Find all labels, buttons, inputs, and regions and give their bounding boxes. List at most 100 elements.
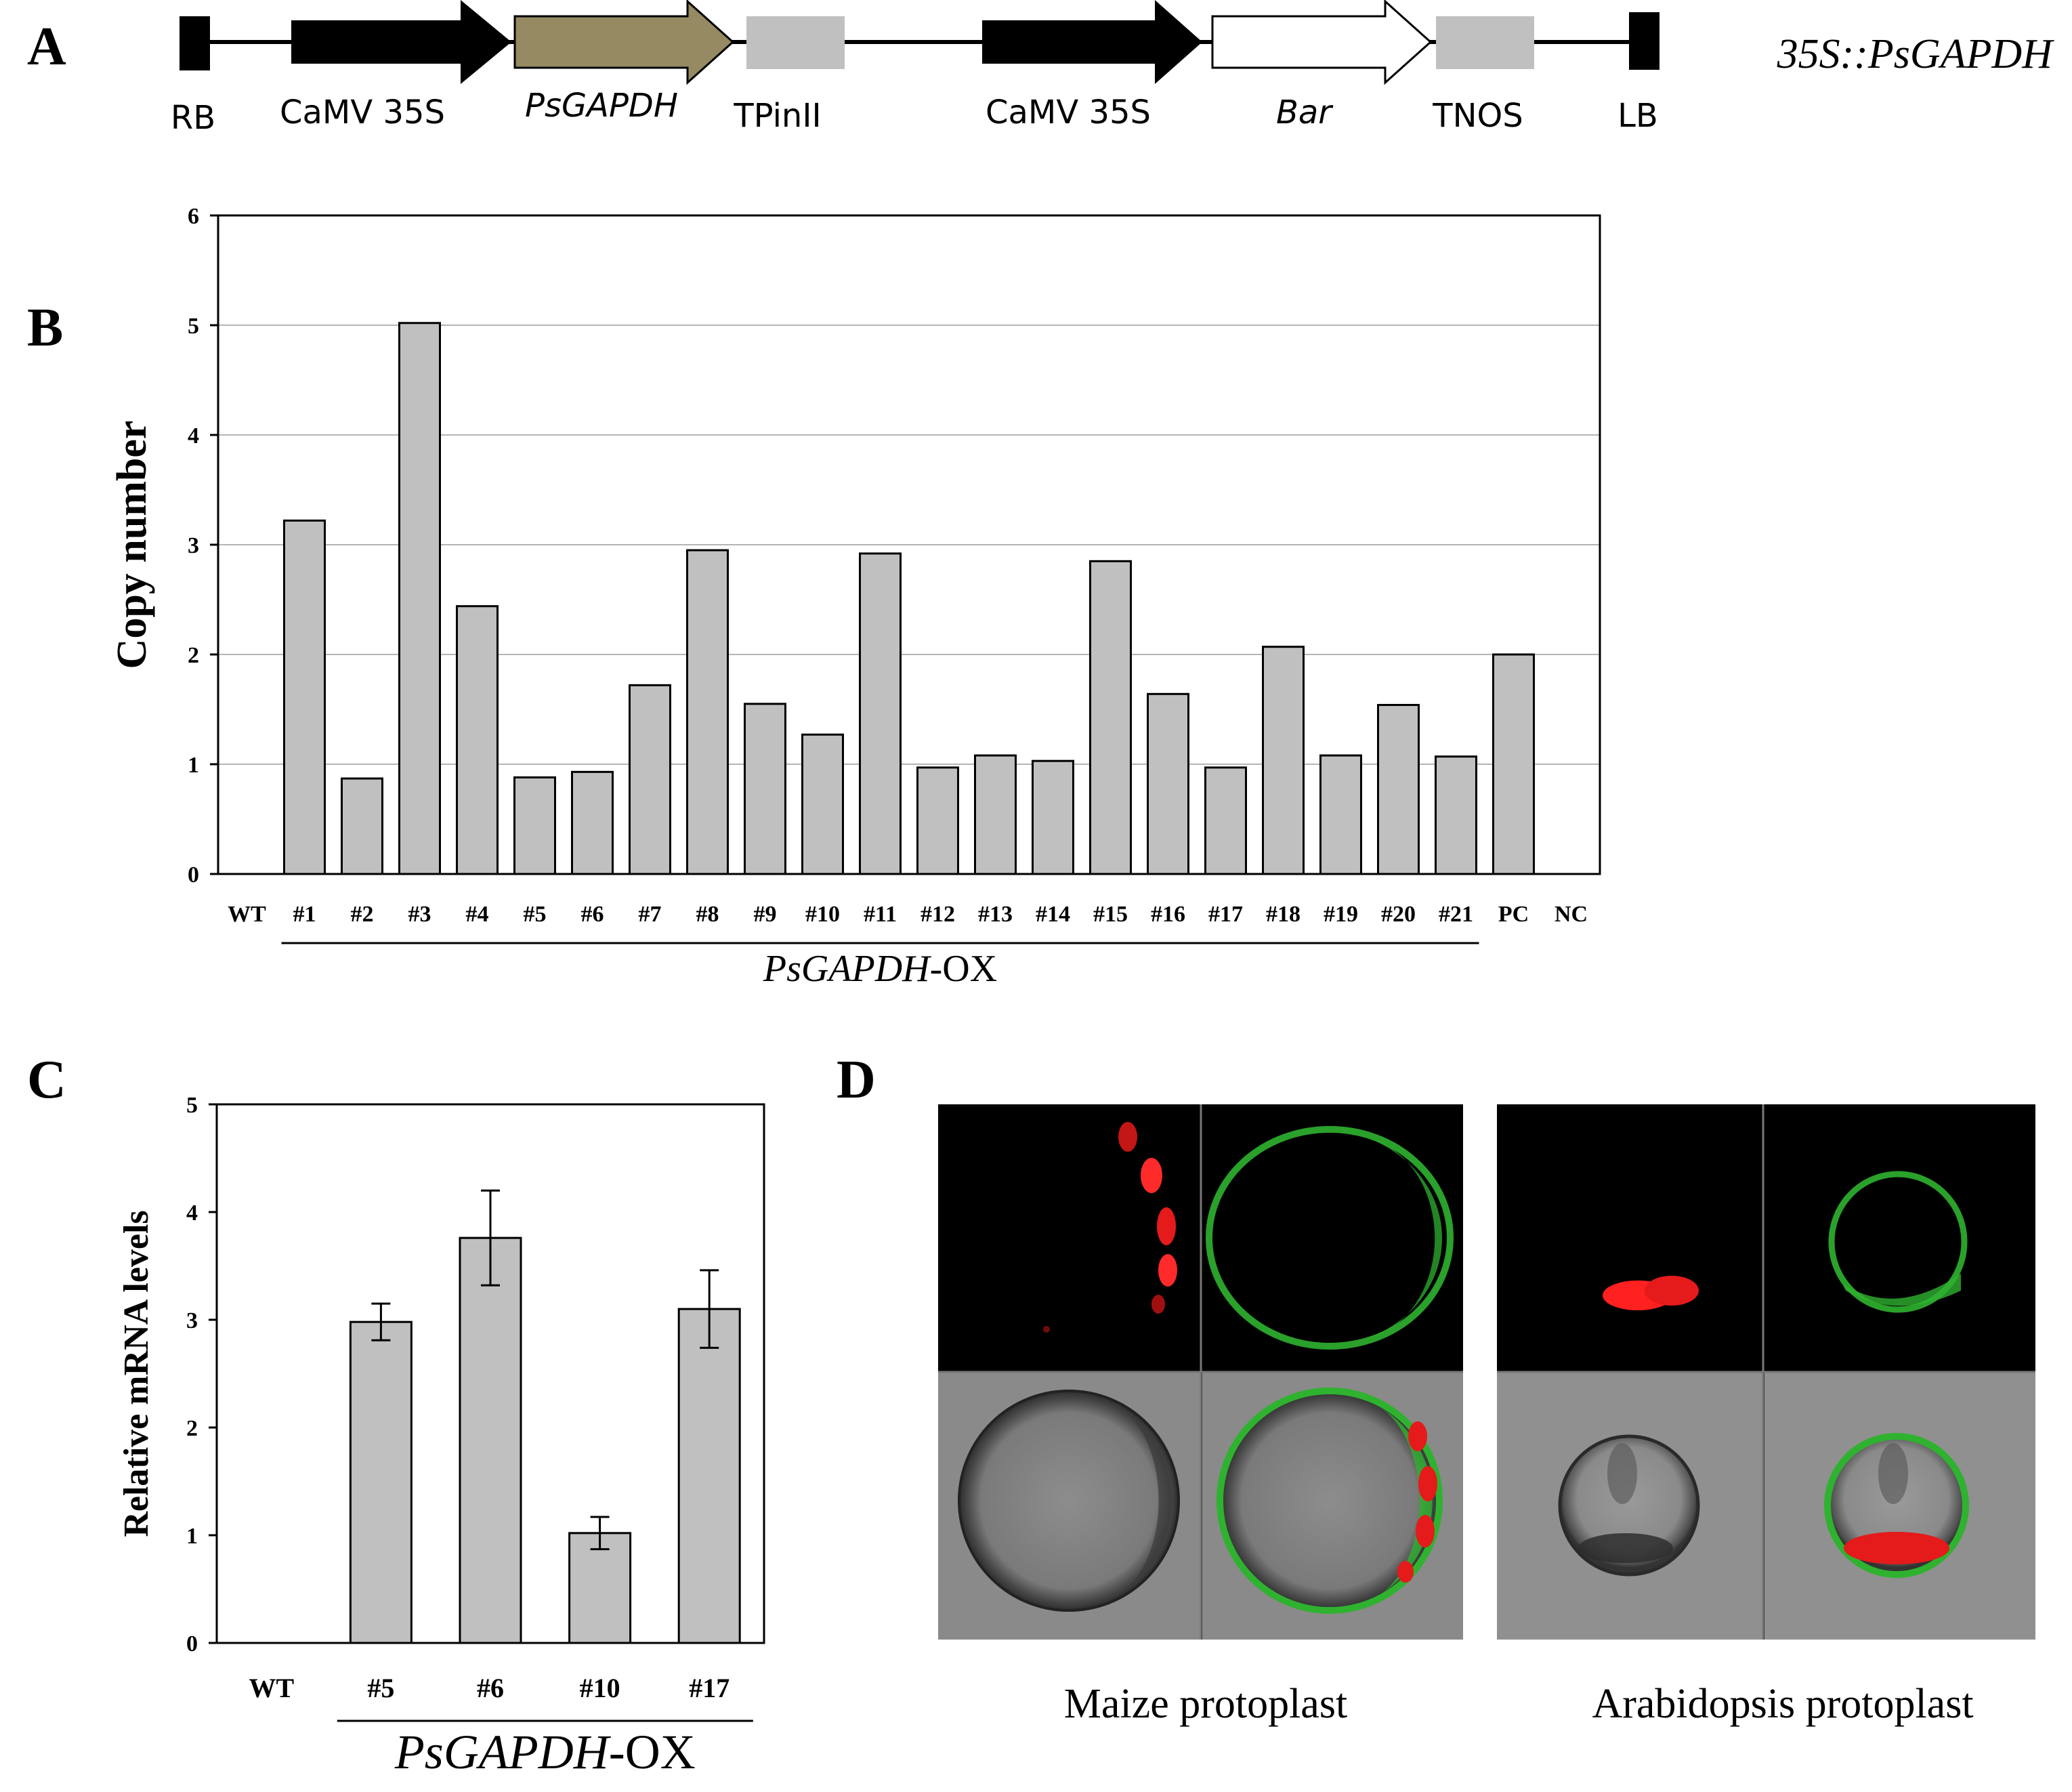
x-tick-label-n5: #5 — [367, 1673, 394, 1703]
bar-n14 — [1032, 759, 1074, 875]
bar-n5 — [513, 776, 556, 875]
x-tick-label-n16: #16 — [1151, 902, 1185, 927]
bar-n6 — [571, 770, 614, 875]
panel-label-a: A — [27, 17, 66, 77]
arabidopsis-red-channel-image — [1603, 1276, 1699, 1310]
y-tick-label: 5 — [188, 314, 199, 339]
x-tick-label-n1: #1 — [293, 902, 316, 927]
x-tick-label-n10: #10 — [580, 1673, 620, 1703]
x-tick-label-n6: #6 — [581, 902, 604, 927]
y-tick-label: 2 — [186, 1416, 198, 1441]
bar-n11 — [859, 552, 902, 875]
x-tick-label-n3: #3 — [408, 902, 431, 927]
x-tick-label-n7: #7 — [639, 902, 662, 927]
bar-n17 — [1204, 766, 1247, 875]
tnos-terminator — [1436, 16, 1534, 69]
x-tick-label-n2: #2 — [351, 902, 374, 927]
y-axis-title: Relative mRNA levels — [117, 1210, 156, 1537]
x-tick-label-wt: WT — [249, 1673, 294, 1703]
x-tick-label-wt: WT — [228, 902, 266, 927]
y-axis-title: Copy number — [109, 421, 155, 669]
error-bar-n10 — [590, 1516, 610, 1551]
construct-label-camv35s-2: CaMV 35S — [986, 93, 1151, 131]
y-tick-label: 3 — [186, 1308, 198, 1333]
y-tick-label: 1 — [188, 753, 199, 778]
bar-n4 — [456, 605, 499, 875]
maize-red-channel-image — [1043, 1122, 1177, 1333]
x-tick-label-n18: #18 — [1266, 902, 1301, 927]
maize-green-channel-image — [1206, 1126, 1454, 1350]
construct-label-psgapdh: PsGAPDH — [525, 87, 678, 125]
x-tick-label-n13: #13 — [978, 902, 1013, 927]
arabidopsis-green-channel-image — [1828, 1171, 1968, 1313]
x-tick-label-n8: #8 — [696, 902, 719, 927]
bar-n3 — [398, 322, 441, 875]
x-tick-label-n9: #9 — [754, 902, 777, 927]
bar-n12 — [916, 766, 959, 875]
construct-label-rb: RB — [171, 99, 215, 137]
panel-c: C 0 1 2 3 4 5 WT #5 #6 #10 #17 Relative mRNA levels… — [27, 1050, 765, 1779]
camv35s-promoter-1-arrow — [291, 0, 511, 84]
rb-border — [179, 16, 210, 70]
arabidopsis-brightfield-image — [1497, 1372, 1763, 1640]
bar-n10 — [568, 1532, 632, 1644]
bar-n5 — [349, 1320, 413, 1644]
y-tick-label: 0 — [188, 862, 199, 888]
y-tick-label: 0 — [186, 1631, 198, 1656]
construct-title: 35S::PsGAPDH — [1777, 31, 2055, 77]
bar-n9 — [744, 703, 786, 875]
y-tick-label: 2 — [188, 643, 199, 668]
error-bar-n6 — [481, 1189, 500, 1287]
psgapdh-gene-arrow — [513, 0, 735, 85]
group-label: PsGAPDH-OX — [763, 948, 997, 990]
construct-label-camv35s-1: CaMV 35S — [280, 93, 445, 131]
panel-label-b: B — [27, 298, 63, 358]
bar-pc — [1492, 653, 1535, 875]
x-tick-label-pc: PC — [1498, 902, 1529, 927]
bar-gene-arrow — [1211, 0, 1433, 85]
x-tick-label-n17: #17 — [1208, 902, 1243, 927]
error-bar-n17 — [700, 1269, 719, 1349]
bar-n10 — [801, 733, 844, 875]
x-tick-label-n4: #4 — [466, 902, 489, 927]
x-tick-label-nc: NC — [1555, 902, 1588, 927]
y-tick-label: 4 — [186, 1201, 198, 1226]
x-tick-label-n6: #6 — [477, 1673, 504, 1703]
construct-label-tnos: TNOS — [1432, 97, 1523, 135]
x-tick-label-n5: #5 — [524, 902, 547, 927]
y-tick-label: 1 — [186, 1524, 198, 1549]
bar-n13 — [974, 754, 1017, 875]
y-tick-label: 3 — [188, 533, 199, 558]
bar-n15 — [1089, 560, 1132, 875]
x-tick-label-n14: #14 — [1036, 902, 1070, 927]
x-tick-label-n21: #21 — [1439, 902, 1473, 927]
bar-n6 — [459, 1236, 522, 1644]
bar-n1 — [283, 519, 326, 875]
x-tick-label-n12: #12 — [921, 902, 955, 927]
bar-n19 — [1319, 754, 1362, 875]
caption-maize-protoplast: Maize protoplast — [1064, 1681, 1347, 1727]
bar-n2 — [341, 777, 383, 875]
bar-n17 — [677, 1308, 741, 1644]
group-label: PsGAPDH-OX — [394, 1725, 696, 1779]
panel-a: A RB CaMV 35S PsGAPDH TPinII CaMV 35S Ba… — [27, 0, 2054, 137]
caption-arabidopsis-protoplast: Arabidopsis protoplast — [1592, 1681, 1973, 1727]
tpinii-terminator — [746, 16, 845, 69]
maize-micrograph-grid — [938, 1104, 1463, 1640]
bar-n16 — [1147, 692, 1189, 875]
x-tick-label-n20: #20 — [1381, 902, 1416, 927]
panel-d: D — [837, 1050, 2035, 1727]
arabidopsis-merged-image — [1764, 1372, 2035, 1640]
x-tick-label-n10: #10 — [805, 902, 840, 927]
x-tick-label-n15: #15 — [1093, 902, 1128, 927]
arabidopsis-micrograph-grid — [1497, 1104, 2035, 1640]
camv35s-promoter-2-arrow — [982, 0, 1202, 84]
x-tick-label-n19: #19 — [1324, 902, 1358, 927]
x-tick-label-n17: #17 — [689, 1673, 730, 1703]
construct-label-bar: Bar — [1276, 93, 1334, 131]
bar-n18 — [1262, 646, 1305, 875]
x-tick-label-n11: #11 — [864, 902, 897, 927]
bar-n8 — [686, 549, 729, 875]
maize-brightfield-image — [938, 1372, 1200, 1640]
